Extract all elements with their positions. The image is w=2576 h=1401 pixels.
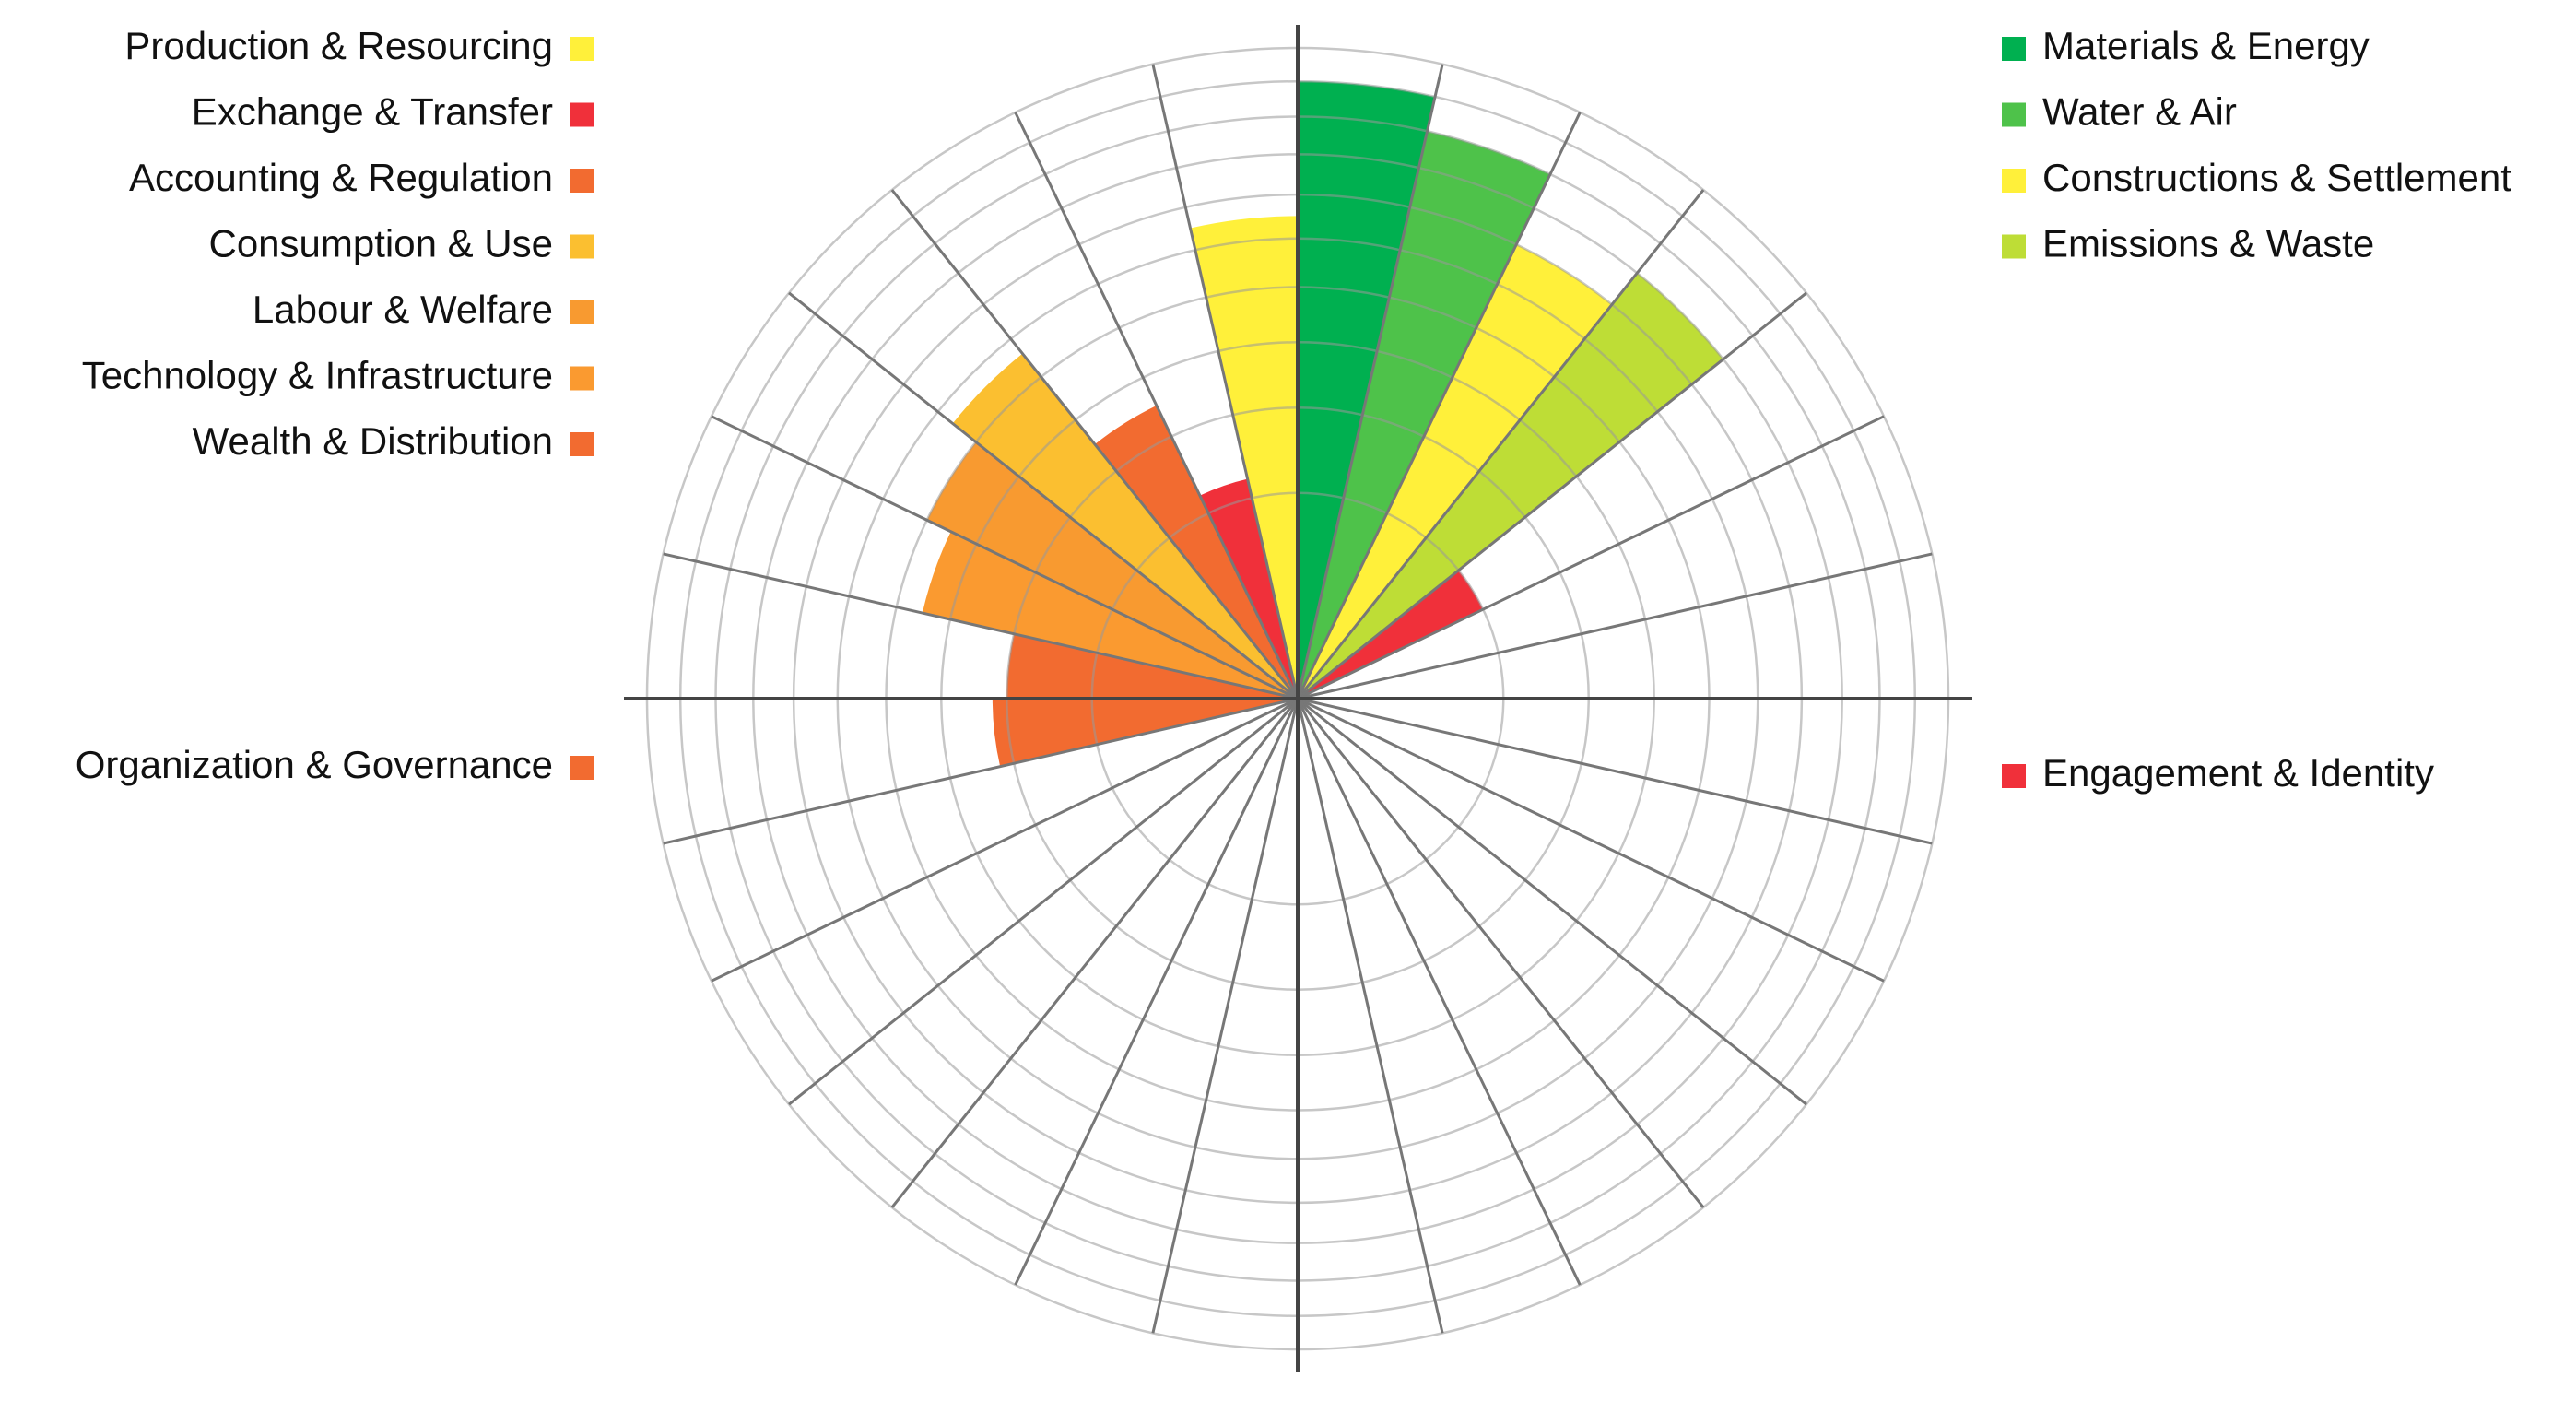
sector xyxy=(1298,570,1484,699)
sector xyxy=(1298,131,1550,699)
legend-swatch xyxy=(570,169,594,193)
legend-swatch xyxy=(570,102,594,127)
legend-label: Engagement & Identity xyxy=(2042,751,2434,795)
spoke xyxy=(1296,112,1582,700)
spoke xyxy=(1297,697,1807,1106)
sector xyxy=(926,441,1298,699)
legend-swatch xyxy=(2002,102,2026,127)
spoke xyxy=(788,697,1299,1106)
legend-label: Materials & Energy xyxy=(2042,24,2370,67)
spoke xyxy=(711,697,1299,983)
legend-swatch xyxy=(570,37,594,61)
spoke xyxy=(1296,698,1582,1286)
sector xyxy=(1298,244,1612,699)
legend-swatch xyxy=(570,756,594,780)
legend-label: Emissions & Waste xyxy=(2042,222,2374,265)
spoke xyxy=(1151,64,1300,700)
legend-label: Consumption & Use xyxy=(208,222,553,265)
legend-label: Wealth & Distribution xyxy=(193,419,553,463)
spoke xyxy=(1151,698,1300,1334)
sector xyxy=(1094,405,1298,699)
legend-label: Labour & Welfare xyxy=(253,288,553,331)
legend-label: Technology & Infrastructure xyxy=(82,354,553,397)
spoke xyxy=(663,697,1299,845)
legend-label: Accounting & Regulation xyxy=(129,156,553,199)
spoke xyxy=(1296,698,1705,1208)
legend-swatch xyxy=(570,366,594,391)
legend-label: Constructions & Settlement xyxy=(2042,156,2511,199)
legend-swatch xyxy=(2002,169,2026,193)
spoke xyxy=(1297,697,1885,983)
legend-swatch xyxy=(570,300,594,324)
legend-swatch xyxy=(570,432,594,456)
spoke xyxy=(1014,112,1300,700)
spoke xyxy=(663,552,1299,700)
spoke xyxy=(1297,415,1885,700)
spoke xyxy=(788,291,1299,700)
legend-label: Production & Resourcing xyxy=(124,24,553,67)
sector xyxy=(952,353,1298,699)
spoke xyxy=(1296,698,1444,1334)
legend-swatch xyxy=(2002,764,2026,788)
legend-label: Water & Air xyxy=(2042,90,2237,134)
spoke xyxy=(1296,64,1444,700)
legend-swatch xyxy=(2002,234,2026,259)
spoke xyxy=(1014,698,1300,1286)
spoke xyxy=(1297,291,1807,700)
legend-label: Organization & Governance xyxy=(76,743,553,786)
spoke xyxy=(890,189,1300,700)
spoke xyxy=(1297,697,1933,845)
spoke xyxy=(1296,189,1705,700)
legend-swatch xyxy=(570,234,594,259)
legend-label: Exchange & Transfer xyxy=(192,90,553,134)
spoke xyxy=(1297,552,1933,700)
spoke xyxy=(890,698,1300,1208)
sector xyxy=(1298,273,1723,699)
legend-swatch xyxy=(2002,37,2026,61)
spoke xyxy=(711,415,1299,700)
sector xyxy=(1199,478,1298,699)
